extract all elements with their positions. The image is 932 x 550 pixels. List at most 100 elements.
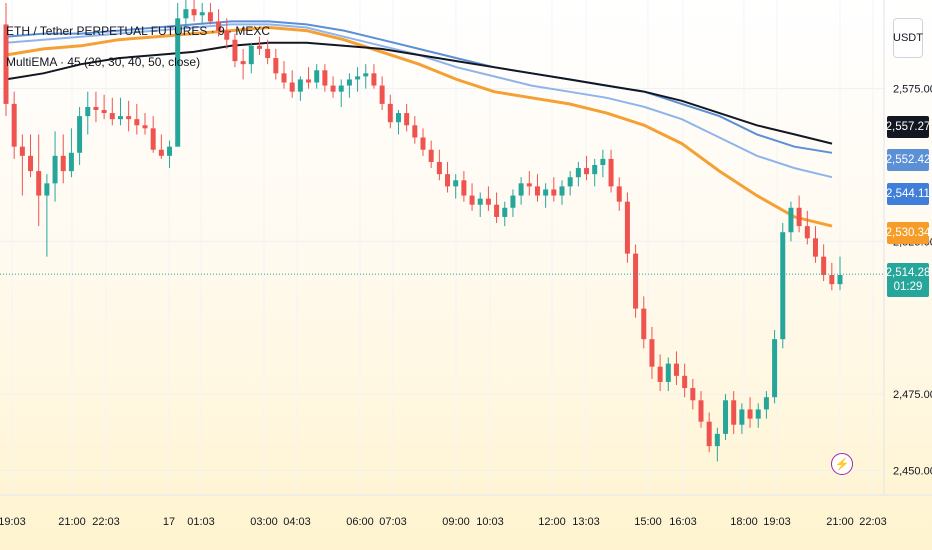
ema-line [5, 25, 833, 228]
candle-body [698, 400, 704, 422]
candle-body [363, 73, 369, 77]
candle-body [322, 70, 328, 86]
candle-body [600, 158, 606, 165]
candle-body [502, 207, 508, 217]
time-tick-label: 21:00 [826, 516, 854, 528]
candle-body [461, 180, 467, 196]
candle-body [608, 158, 614, 187]
candle-body [453, 180, 459, 187]
candle-body [52, 155, 58, 184]
ema-price-tag-blue: 2,544.11 [886, 183, 930, 205]
ema-line [5, 41, 833, 145]
candle-body [649, 339, 655, 367]
candle-body [534, 186, 540, 196]
candle-body [445, 174, 451, 187]
candle-body [199, 12, 205, 16]
candle-body [44, 183, 50, 196]
candle-body [167, 146, 173, 156]
candle-body [526, 183, 532, 187]
currency-button[interactable]: USDT [893, 18, 923, 58]
candle-body [543, 189, 549, 196]
candle-body [633, 253, 639, 309]
candle-body [256, 45, 262, 49]
candle-body [641, 308, 647, 340]
ema-line [5, 20, 833, 154]
candle-body [3, 24, 9, 104]
candle-body [109, 113, 115, 120]
candle-body [772, 339, 778, 398]
price-tick-label: 2,450.00 [893, 466, 932, 478]
candle-body [19, 146, 25, 156]
candle-body [248, 45, 254, 65]
candle-body [485, 198, 491, 205]
candle-body [575, 168, 581, 178]
candle-body [387, 103, 393, 123]
candle-body [306, 79, 312, 83]
candle-body [657, 366, 663, 382]
time-tick-label: 10:03 [476, 516, 504, 528]
candle-body [314, 70, 320, 83]
candle-body [379, 85, 385, 104]
time-tick-label: 04:03 [283, 516, 311, 528]
candle-body [183, 9, 189, 19]
candle-body [289, 82, 295, 92]
candles [3, 0, 843, 462]
candle-body [747, 409, 753, 419]
candle-body [355, 76, 361, 80]
candle-body [804, 226, 810, 239]
candle-body [584, 168, 590, 175]
candle-body [518, 183, 524, 196]
candle-body [821, 256, 827, 275]
candle-body [191, 9, 197, 16]
candle-body [216, 21, 222, 31]
candle-body [690, 388, 696, 401]
candle-body [273, 58, 279, 74]
time-tick-label: 09:00 [442, 516, 470, 528]
candle-body [739, 409, 745, 425]
candle-body [11, 103, 17, 147]
time-tick-label: 22:03 [92, 516, 120, 528]
current-price-tag: 2,514.28 01:29 [886, 263, 930, 297]
price-tick-label: 2,575.00 [893, 84, 932, 96]
candle-body [281, 73, 287, 83]
candle-body [665, 363, 671, 382]
time-tick-label: 12:00 [538, 516, 566, 528]
candle-body [36, 171, 42, 196]
candle-body [101, 110, 107, 114]
ema-price-tag-blue-light: 2,552.42 [886, 149, 930, 171]
candle-body [297, 79, 303, 92]
time-tick-label: 21:00 [58, 516, 86, 528]
candle-countdown: 01:29 [893, 281, 923, 293]
time-tick-label: 03:00 [250, 516, 278, 528]
candle-body [551, 189, 557, 196]
ema-price-tag-orange: 2,530.34 [886, 222, 930, 244]
lightning-icon[interactable]: ⚡ [831, 453, 853, 475]
candle-body [428, 149, 434, 162]
candle-body [837, 275, 843, 285]
candle-body [420, 137, 426, 150]
candle-body [673, 363, 679, 376]
candle-body [829, 275, 835, 285]
candle-body [93, 106, 99, 110]
candle-body [232, 39, 238, 62]
indicator-legend[interactable]: MultiEMA · 45 (20, 30, 40, 50, close) [6, 55, 201, 69]
time-tick-label: 17 [163, 516, 175, 528]
candle-body [117, 116, 123, 120]
candle-body [559, 186, 565, 196]
candle-body [763, 397, 769, 410]
time-tick-label: 18:00 [730, 516, 758, 528]
time-tick-label: 15:00 [634, 516, 662, 528]
time-tick-label: 13:03 [572, 516, 600, 528]
chart-title: ETH / Tether PERPETUAL FUTURES · 9 · MEX… [6, 24, 271, 38]
candle-body [346, 79, 352, 86]
candle-body [510, 195, 516, 208]
ema-price-tag-black: 2,557.27 [886, 116, 930, 138]
candle-body [755, 409, 761, 419]
time-tick-label: 16:03 [669, 516, 697, 528]
candle-body [240, 61, 246, 65]
price-tick-label: 2,475.00 [893, 389, 932, 401]
ema-line [5, 23, 833, 179]
candle-body [592, 165, 598, 175]
